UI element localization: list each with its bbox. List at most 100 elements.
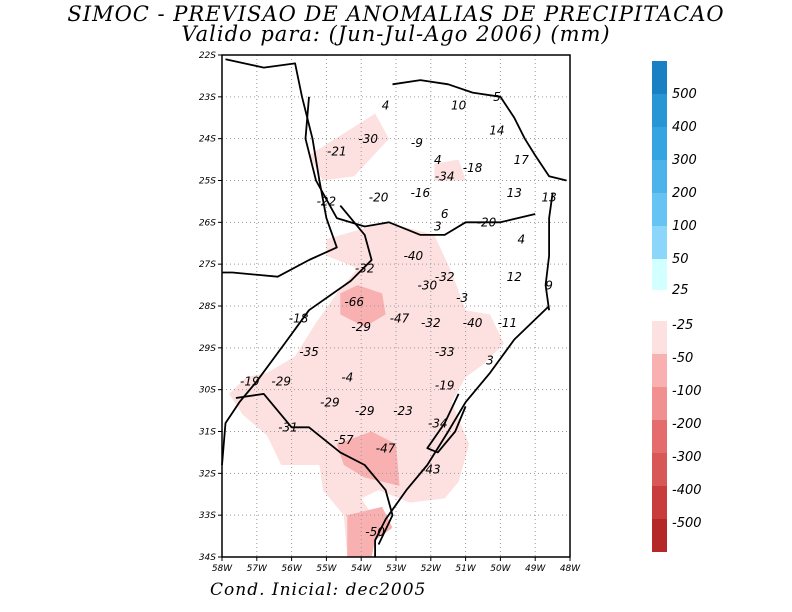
- anomaly-value: -32: [421, 316, 441, 330]
- lon-tick-label: 56W: [281, 564, 302, 574]
- lat-tick-label: 24S: [199, 135, 216, 145]
- lon-tick-label: 52W: [421, 564, 442, 574]
- legend-label: 500: [672, 87, 697, 102]
- lat-tick-label: 29S: [199, 344, 216, 354]
- anomaly-value: -47: [376, 441, 396, 455]
- lon-tick-label: 49W: [525, 564, 546, 574]
- legend-swatch: [652, 519, 667, 552]
- legend-swatch: [652, 387, 667, 420]
- legend-swatch: [652, 193, 667, 226]
- lat-tick-label: 22S: [199, 51, 216, 61]
- legend-label: -25: [672, 318, 693, 333]
- anomaly-value: -29: [355, 404, 375, 418]
- lat-tick-label: 27S: [199, 260, 216, 270]
- legend-swatch: [652, 420, 667, 453]
- legend-label: 200: [672, 186, 697, 201]
- legend-label: 50: [672, 252, 689, 267]
- legend-label: -100: [672, 384, 702, 399]
- legend-swatch: [652, 321, 667, 354]
- anomaly-value: -30: [417, 278, 437, 292]
- legend-label: 25: [672, 283, 689, 298]
- lat-tick-label: 33S: [199, 511, 216, 521]
- lat-tick-label: 23S: [199, 93, 216, 103]
- map-subtitle: Valido para: (Jun-Jul-Ago 2006) (mm): [181, 22, 611, 46]
- anomaly-value: -4: [341, 370, 353, 384]
- anomaly-value: -22: [317, 195, 337, 209]
- anomaly-value: -11: [498, 316, 518, 330]
- legend-label: -500: [672, 516, 702, 531]
- lon-tick-label: 58W: [212, 564, 233, 574]
- legend-label: 100: [672, 219, 697, 234]
- anomaly-value: -29: [320, 395, 340, 409]
- anomaly-value: -19: [435, 379, 455, 393]
- legend-label: -200: [672, 417, 702, 432]
- ocean-coast: [544, 192, 554, 311]
- rs-coast: [374, 305, 550, 557]
- anomaly-value: -21: [327, 144, 347, 158]
- anomaly-area: [347, 506, 393, 557]
- anomaly-area: [336, 431, 400, 486]
- anomaly-value: 5: [493, 90, 501, 104]
- lon-tick-label: 54W: [351, 564, 372, 574]
- legend-swatch: [652, 226, 667, 259]
- anomaly-value: -47: [390, 312, 410, 326]
- anomaly-value: 3: [434, 220, 442, 234]
- legend-label: -400: [672, 483, 702, 498]
- legend-swatch: [652, 453, 667, 486]
- anomaly-value: 13: [541, 190, 556, 204]
- uruguay-border: [235, 393, 394, 545]
- legend-swatch: [652, 486, 667, 519]
- anomaly-value: -31: [278, 421, 298, 435]
- anomaly-value: -66: [344, 295, 364, 309]
- anomaly-value: 13: [507, 186, 522, 200]
- legend-swatch: [652, 160, 667, 193]
- anomaly-value: 9: [545, 278, 553, 292]
- argentina-border: [221, 205, 373, 466]
- anomaly-value: -32: [355, 262, 375, 276]
- anomaly-value: -20: [369, 190, 389, 204]
- anomaly-value: 12: [507, 270, 522, 284]
- lat-tick-label: 31S: [199, 428, 216, 438]
- anomaly-value: 6: [441, 207, 449, 221]
- initial-condition-label: Cond. Inicial: dec2005: [210, 580, 427, 600]
- anomaly-value: -40: [404, 249, 424, 263]
- lat-tick-label: 26S: [199, 218, 216, 228]
- anomaly-area: [434, 159, 466, 181]
- color-legend: 500 400 300 200 100 50 25 -25 -50 -100 -200 -300 -40…: [652, 61, 702, 552]
- anomaly-value: -34: [435, 170, 455, 184]
- anomaly-value: -33: [435, 345, 455, 359]
- legend-label: -300: [672, 450, 702, 465]
- lon-tick-label: 50W: [490, 564, 511, 574]
- anomaly-value: -19: [240, 375, 260, 389]
- anomaly-value: -50: [365, 525, 385, 539]
- lagoa-dos-patos: [426, 393, 467, 454]
- anomaly-value: -18: [463, 161, 483, 175]
- anomaly-value: -16: [411, 186, 431, 200]
- anomaly-value: -23: [393, 404, 413, 418]
- legend-label: 400: [672, 120, 697, 135]
- anomaly-value: -18: [289, 312, 309, 326]
- legend-swatch: [652, 259, 667, 290]
- lat-tick-label: 32S: [199, 469, 216, 479]
- legend-swatch: [652, 354, 667, 387]
- legend-swatch: [652, 61, 667, 94]
- lon-tick-label: 57W: [247, 564, 268, 574]
- lat-tick-label: 30S: [199, 386, 216, 396]
- anomaly-value: -57: [334, 433, 354, 447]
- anomaly-value: -20: [477, 216, 497, 230]
- anomaly-value: -35: [299, 345, 319, 359]
- anomaly-value: -9: [411, 136, 423, 150]
- pr-sp-border: [392, 79, 567, 182]
- anomaly-value: 4: [517, 232, 525, 246]
- legend-label: 300: [672, 153, 697, 168]
- anomaly-value: 3: [486, 354, 494, 368]
- lon-tick-label: 55W: [316, 564, 337, 574]
- anomaly-value: -30: [358, 132, 378, 146]
- anomaly-value: 17: [514, 153, 530, 167]
- lat-tick-label: 28S: [199, 302, 216, 312]
- lon-tick-label: 48W: [560, 564, 581, 574]
- map-title: SIMOC - PREVISAO DE ANOMALIAS DE PRECIPI…: [67, 2, 725, 26]
- anomaly-value: -29: [271, 375, 291, 389]
- lat-tick-label: 34S: [199, 553, 216, 563]
